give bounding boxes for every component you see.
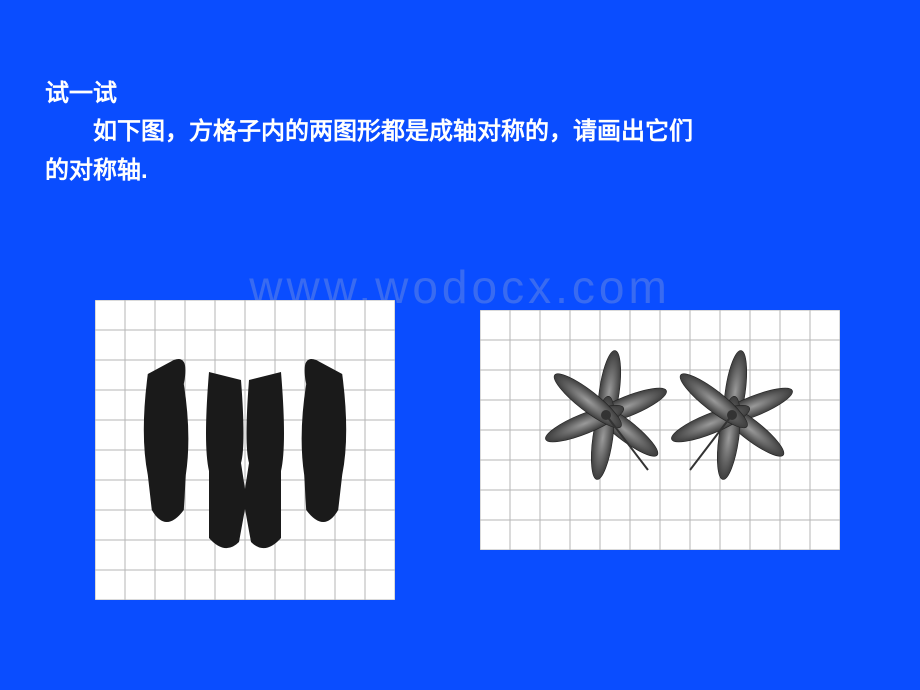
title: 试一试	[45, 75, 875, 113]
body-line-2: 如下图，方格子内的两图形都是成轴对称的，请画出它们	[45, 113, 875, 151]
grid-left-svg	[95, 300, 395, 600]
grid-left	[95, 300, 395, 600]
grid-right	[480, 310, 840, 550]
grid-right-svg	[480, 310, 840, 550]
body-line-3: 的对称轴.	[45, 152, 875, 190]
instruction-text: 试一试 如下图，方格子内的两图形都是成轴对称的，请画出它们 的对称轴.	[45, 75, 875, 190]
